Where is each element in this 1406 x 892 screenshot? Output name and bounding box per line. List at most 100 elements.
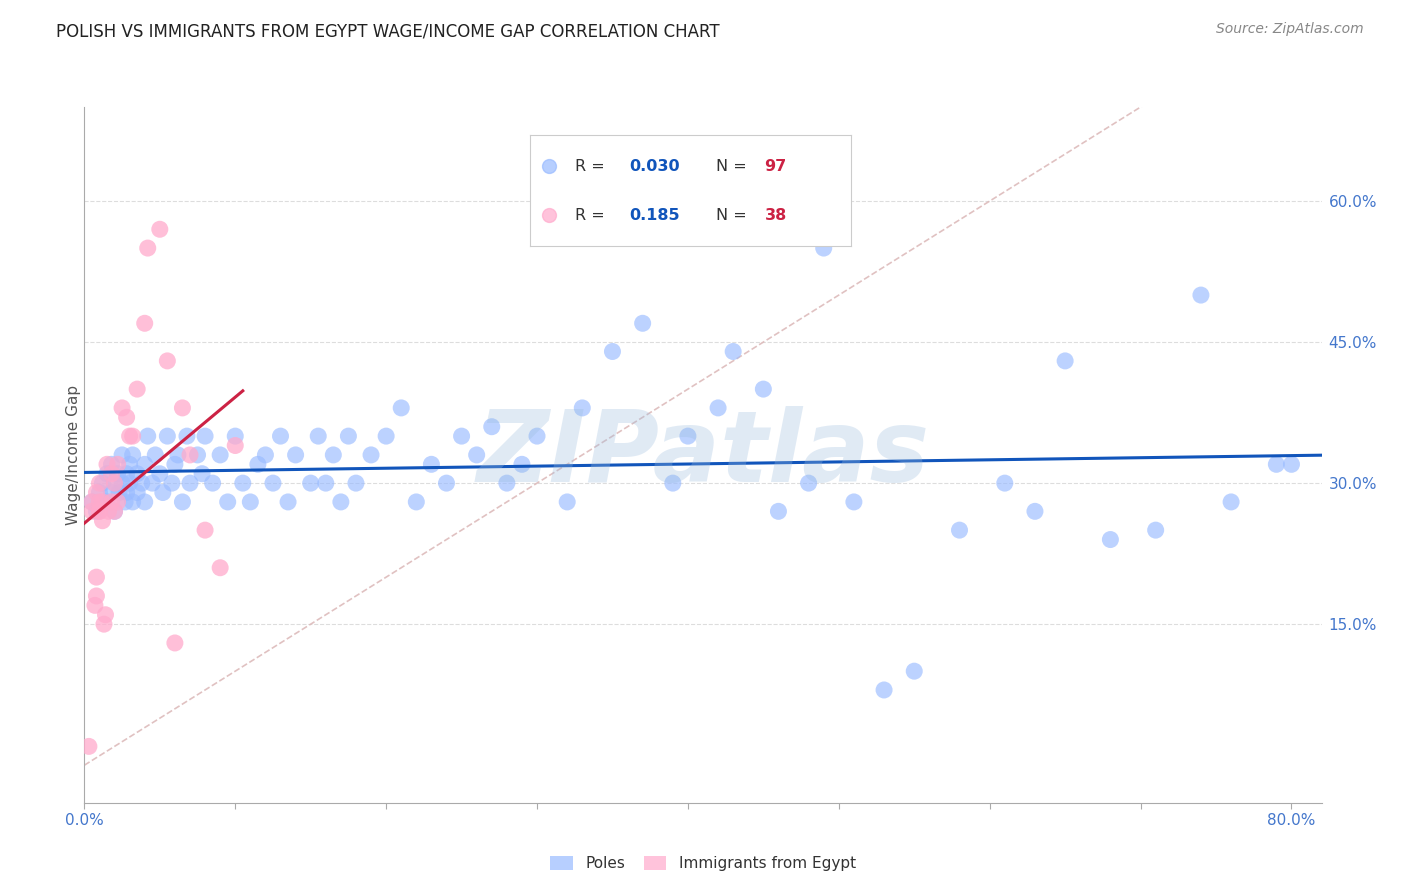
Point bbox=[526, 429, 548, 443]
Point bbox=[194, 523, 217, 537]
Text: 97: 97 bbox=[765, 159, 787, 174]
Point bbox=[114, 495, 136, 509]
Point bbox=[344, 476, 367, 491]
Point bbox=[77, 739, 100, 754]
Point bbox=[152, 485, 174, 500]
Point bbox=[111, 448, 134, 462]
Point bbox=[127, 382, 149, 396]
Point bbox=[97, 504, 120, 518]
Point bbox=[100, 485, 122, 500]
Point bbox=[277, 495, 299, 509]
Point bbox=[436, 476, 458, 491]
Point bbox=[555, 495, 578, 509]
Point bbox=[172, 401, 194, 415]
Point bbox=[107, 458, 129, 472]
Text: R =: R = bbox=[575, 159, 610, 174]
Point bbox=[89, 485, 111, 500]
Point bbox=[389, 401, 412, 415]
Point bbox=[89, 495, 111, 509]
Point bbox=[156, 429, 179, 443]
Point bbox=[108, 485, 131, 500]
Point bbox=[115, 485, 138, 500]
Point bbox=[201, 476, 224, 491]
Point bbox=[1281, 458, 1303, 472]
Point bbox=[179, 476, 201, 491]
Point bbox=[131, 476, 153, 491]
Point bbox=[127, 467, 149, 481]
Point bbox=[571, 401, 593, 415]
Point bbox=[813, 241, 835, 255]
Point bbox=[91, 495, 114, 509]
Point bbox=[89, 476, 111, 491]
Point bbox=[100, 467, 122, 481]
Point bbox=[602, 344, 624, 359]
Point bbox=[179, 448, 201, 462]
Point bbox=[329, 495, 352, 509]
Point bbox=[134, 495, 156, 509]
Point bbox=[86, 504, 108, 518]
Point bbox=[842, 495, 865, 509]
Point bbox=[163, 636, 186, 650]
Point bbox=[93, 617, 115, 632]
Point bbox=[103, 476, 125, 491]
Point bbox=[721, 344, 744, 359]
Point bbox=[662, 476, 685, 491]
Point bbox=[209, 560, 232, 574]
Point bbox=[86, 589, 108, 603]
Point bbox=[141, 476, 163, 491]
Point bbox=[676, 429, 699, 443]
Point bbox=[1189, 288, 1212, 302]
Point bbox=[322, 448, 344, 462]
Point bbox=[100, 495, 122, 509]
Point bbox=[176, 429, 198, 443]
Point bbox=[107, 495, 129, 509]
Point bbox=[420, 458, 443, 472]
Point bbox=[134, 458, 156, 472]
Point bbox=[307, 429, 329, 443]
Point bbox=[172, 495, 194, 509]
Point bbox=[84, 599, 107, 613]
Text: R =: R = bbox=[575, 208, 610, 222]
Point bbox=[149, 222, 172, 236]
Point bbox=[111, 476, 134, 491]
Point bbox=[89, 504, 111, 518]
Point bbox=[1024, 504, 1046, 518]
Point bbox=[465, 448, 488, 462]
Point bbox=[194, 429, 217, 443]
Point bbox=[107, 467, 129, 481]
Point bbox=[149, 467, 172, 481]
Point bbox=[191, 467, 214, 481]
Point bbox=[103, 504, 125, 518]
Point bbox=[538, 208, 561, 222]
Point bbox=[121, 429, 143, 443]
Point bbox=[262, 476, 284, 491]
Text: 0.030: 0.030 bbox=[630, 159, 681, 174]
Point bbox=[246, 458, 269, 472]
Point bbox=[94, 607, 117, 622]
Point bbox=[209, 448, 232, 462]
Text: Source: ZipAtlas.com: Source: ZipAtlas.com bbox=[1216, 22, 1364, 37]
Point bbox=[337, 429, 360, 443]
Point bbox=[538, 159, 561, 173]
Point bbox=[450, 429, 472, 443]
Point bbox=[136, 241, 159, 255]
Point bbox=[360, 448, 382, 462]
Point bbox=[100, 458, 122, 472]
Point bbox=[254, 448, 277, 462]
Point bbox=[96, 467, 118, 481]
Point bbox=[96, 458, 118, 472]
Point bbox=[948, 523, 970, 537]
Point bbox=[111, 401, 134, 415]
Point bbox=[167, 448, 190, 462]
Point bbox=[103, 504, 125, 518]
Text: N =: N = bbox=[717, 208, 752, 222]
Point bbox=[405, 495, 427, 509]
Point bbox=[118, 458, 141, 472]
Point bbox=[160, 476, 183, 491]
Point bbox=[707, 401, 730, 415]
Point bbox=[186, 448, 208, 462]
Point bbox=[495, 476, 517, 491]
Point bbox=[136, 429, 159, 443]
Point bbox=[118, 429, 141, 443]
Point bbox=[1265, 458, 1288, 472]
